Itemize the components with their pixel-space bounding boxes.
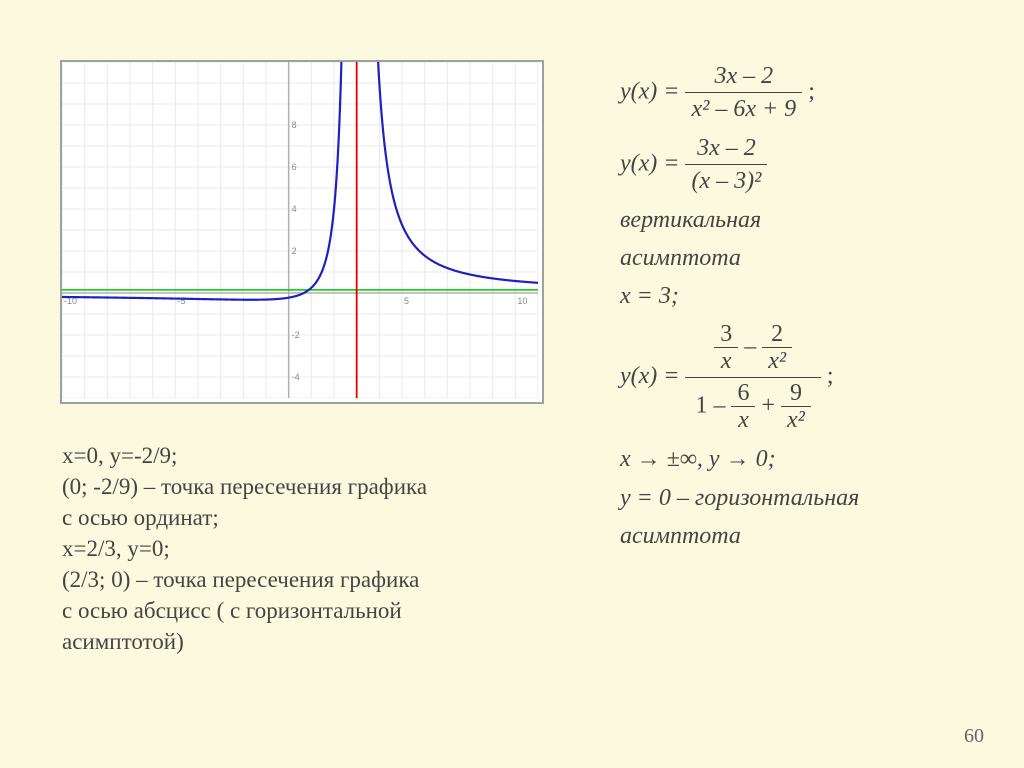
caption-line: асимптотой) [62,626,562,657]
compound-fraction: 3 x – 2 x² 1 – 6 x + [685,319,820,436]
caption-line: (2/3; 0) – точка пересечения графика [62,564,562,595]
sub-num: 3 [714,321,738,348]
caption-line: (0; -2/9) – точка пересечения графика [62,471,562,502]
fraction: 3x – 2 x² – 6x + 9 [685,60,802,126]
svg-text:8: 8 [292,120,297,130]
equation-3: y(x) = 3 x – 2 x² 1 – 6 [620,319,1000,436]
caption-line: с осью ординат; [62,502,562,533]
eq-trail: ; [808,78,815,104]
hasymp-eq: y = 0 – [620,485,689,511]
sub-den: x [731,407,755,433]
svg-text:-4: -4 [292,372,300,382]
page-number: 60 [964,725,984,748]
asymptote-word: асимптота [620,520,1000,552]
graph-frame: -10-5510-4-22468 [60,60,544,404]
sub-num: 6 [731,380,755,407]
math-column: y(x) = 3x – 2 x² – 6x + 9 ; y(x) = 3x – … [620,60,1000,558]
caption-line: x=2/3, y=0; [62,533,562,564]
sub-fraction: 9 x² [781,380,811,434]
operator: + [761,392,781,418]
operator: – [744,333,762,359]
denominator: (x – 3)² [685,165,767,197]
sub-fraction: 6 x [731,380,755,434]
denominator: x² – 6x + 9 [685,93,802,125]
limit-line: x → ±∞, y → 0; [620,443,1000,475]
eq-trail: ; [827,363,834,389]
sub-num: 2 [762,321,792,348]
caption-line: с осью абсцисс ( с горизонтальной [62,595,562,626]
sub-fraction: 2 x² [762,321,792,375]
lead: 1 – [695,392,731,418]
eq-lhs: y(x) = [620,78,679,104]
sub-den: x [714,348,738,374]
sub-den: x² [762,348,792,374]
sub-num: 9 [781,380,811,407]
svg-text:4: 4 [292,204,297,214]
horizontal-asymptote-line: y = 0 – горизонтальная [620,482,1000,514]
equation-2: y(x) = 3x – 2 (x – 3)² [620,132,1000,198]
vertical-asymptote-eq: x = 3; [620,280,1000,312]
svg-text:5: 5 [404,296,409,306]
hasymp-word: горизонтальная [695,485,859,511]
numerator: 3x – 2 [685,132,767,165]
asymptote-word: асимптота [620,242,1000,274]
graph-captions: x=0, y=-2/9; (0; -2/9) – точка пересечен… [62,440,562,657]
eq-lhs: y(x) = [620,363,679,389]
sub-den: x² [781,407,811,433]
svg-text:6: 6 [292,162,297,172]
sub-fraction: 3 x [714,321,738,375]
graph-plot: -10-5510-4-22468 [62,62,538,398]
compound-numerator: 3 x – 2 x² [685,319,820,378]
numerator: 3x – 2 [685,60,802,93]
fraction: 3x – 2 (x – 3)² [685,132,767,198]
vertical-asymptote-label: вертикальная [620,204,1000,236]
svg-text:2: 2 [292,246,297,256]
eq-lhs: y(x) = [620,150,679,176]
caption-line: x=0, y=-2/9; [62,440,562,471]
svg-text:-2: -2 [292,330,300,340]
compound-denominator: 1 – 6 x + 9 x² [685,378,820,436]
svg-text:-5: -5 [177,296,185,306]
slide: -10-5510-4-22468 x=0, y=-2/9; (0; -2/9) … [0,0,1024,768]
equation-1: y(x) = 3x – 2 x² – 6x + 9 ; [620,60,1000,126]
svg-text:10: 10 [517,296,527,306]
